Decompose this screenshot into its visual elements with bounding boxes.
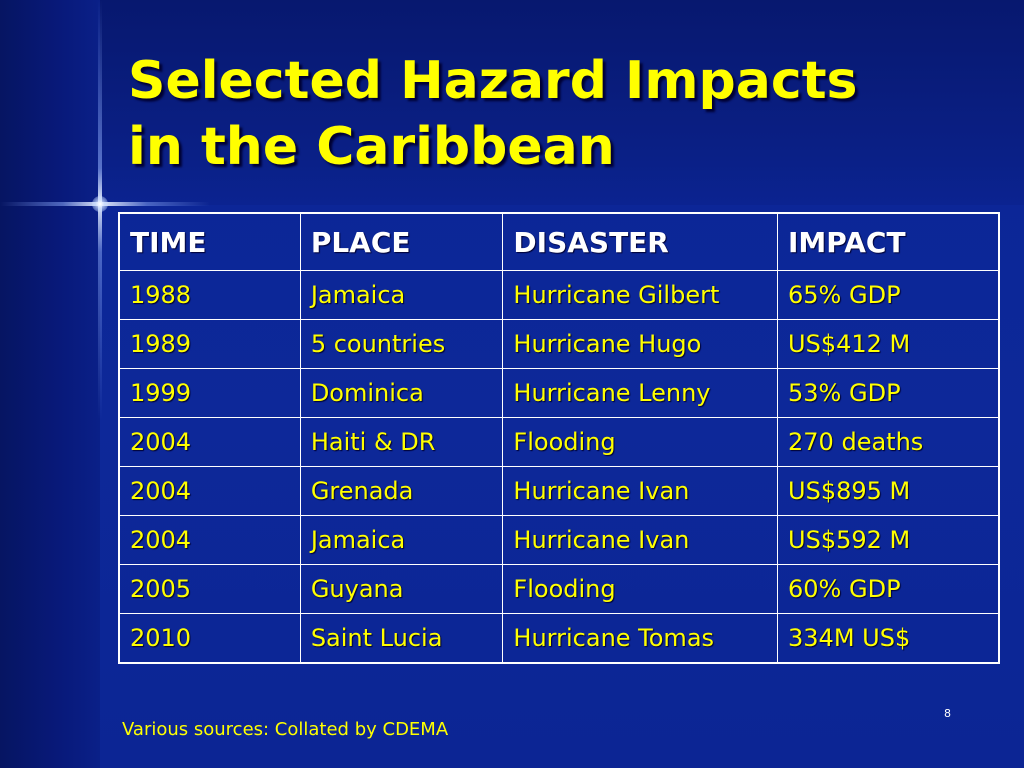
cell-time: 2005 xyxy=(118,564,301,614)
title-band xyxy=(0,0,1024,205)
sources-footnote: Various sources: Collated by CDEMA xyxy=(122,719,449,740)
table-row: 2010 Saint Lucia Hurricane Tomas 334M US… xyxy=(118,613,1000,664)
cell-disaster: Hurricane Lenny xyxy=(502,368,779,418)
cell-impact: 270 deaths xyxy=(777,417,1000,467)
cell-impact: 60% GDP xyxy=(777,564,1000,614)
cell-impact: 53% GDP xyxy=(777,368,1000,418)
table-header-row: TIME PLACE DISASTER IMPACT xyxy=(118,212,1000,271)
cell-impact: US$895 M xyxy=(777,466,1000,516)
cell-time: 1999 xyxy=(118,368,301,418)
table-row: 1988 Jamaica Hurricane Gilbert 65% GDP xyxy=(118,270,1000,320)
cell-place: Jamaica xyxy=(299,515,504,565)
page-number: 8 xyxy=(944,707,951,720)
cell-time: 2004 xyxy=(118,515,301,565)
slide-title: Selected Hazard Impacts in the Caribbean xyxy=(128,48,1008,180)
cell-place: Jamaica xyxy=(299,270,504,320)
cell-place: 5 countries xyxy=(299,319,504,369)
slide-title-line-1: Selected Hazard Impacts xyxy=(128,51,858,111)
cell-place: Dominica xyxy=(299,368,504,418)
table-row: 2004 Grenada Hurricane Ivan US$895 M xyxy=(118,466,1000,516)
cell-disaster: Hurricane Ivan xyxy=(502,466,779,516)
left-band xyxy=(0,0,100,768)
cell-impact: 334M US$ xyxy=(777,613,1000,664)
cell-disaster: Hurricane Gilbert xyxy=(502,270,779,320)
cell-time: 2010 xyxy=(118,613,301,664)
table-row: 2004 Jamaica Hurricane Ivan US$592 M xyxy=(118,515,1000,565)
cell-disaster: Flooding xyxy=(502,564,779,614)
cell-time: 2004 xyxy=(118,417,301,467)
cell-disaster: Hurricane Ivan xyxy=(502,515,779,565)
table-row: 1999 Dominica Hurricane Lenny 53% GDP xyxy=(118,368,1000,418)
cell-place: Grenada xyxy=(299,466,504,516)
cell-disaster: Flooding xyxy=(502,417,779,467)
cell-disaster: Hurricane Tomas xyxy=(502,613,779,664)
hazard-impacts-table: TIME PLACE DISASTER IMPACT 1988 Jamaica … xyxy=(118,212,1000,664)
cell-time: 2004 xyxy=(118,466,301,516)
header-place: PLACE xyxy=(299,212,504,271)
cell-place: Haiti & DR xyxy=(299,417,504,467)
table-row: 1989 5 countries Hurricane Hugo US$412 M xyxy=(118,319,1000,369)
cell-impact: US$592 M xyxy=(777,515,1000,565)
slide-title-line-2: in the Caribbean xyxy=(128,117,615,177)
cell-place: Saint Lucia xyxy=(299,613,504,664)
cell-place: Guyana xyxy=(299,564,504,614)
cell-time: 1988 xyxy=(118,270,301,320)
table-row: 2004 Haiti & DR Flooding 270 deaths xyxy=(118,417,1000,467)
header-time: TIME xyxy=(118,212,301,271)
light-flare-center xyxy=(92,196,108,212)
header-impact: IMPACT xyxy=(777,212,1000,271)
cell-time: 1989 xyxy=(118,319,301,369)
cell-impact: 65% GDP xyxy=(777,270,1000,320)
table-row: 2005 Guyana Flooding 60% GDP xyxy=(118,564,1000,614)
header-disaster: DISASTER xyxy=(502,212,779,271)
cell-impact: US$412 M xyxy=(777,319,1000,369)
cell-disaster: Hurricane Hugo xyxy=(502,319,779,369)
